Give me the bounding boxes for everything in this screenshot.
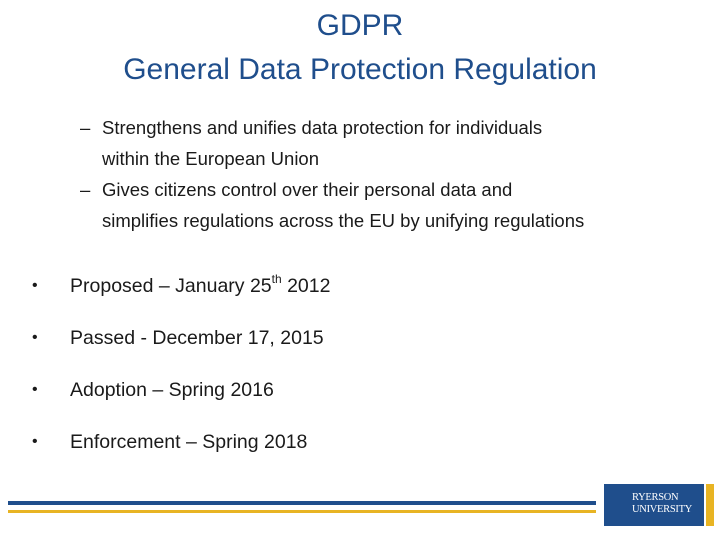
bullet-text: Proposed – January 25 [70,275,272,297]
bullet-text: Passed - December 17, 2015 [70,327,324,349]
bullet-suffix: 2012 [281,275,331,297]
ryerson-university-logo: RYERSON UNIVERSITY [604,484,704,526]
logo-gold-stripe [706,484,714,526]
sub-bullet-item: – Strengthens and unifies data protectio… [80,112,700,174]
sub-bullet-line-1: Strengthens and unifies data protection … [102,117,543,138]
bullet-adoption: • Adoption – Spring 2016 [32,372,672,424]
main-bullet-list: • Proposed – January 25th 2012 • Passed … [32,268,672,476]
bullet-passed: • Passed - December 17, 2015 [32,320,672,372]
dash-marker: – [80,179,91,200]
footer-divider-blue [8,501,596,505]
title-line-2: General Data Protection Regulation [123,53,597,86]
bullet-marker: • [32,433,38,450]
bullet-text: Enforcement – Spring 2018 [70,431,308,453]
sub-bullet-item: – Gives citizens control over their pers… [80,174,700,236]
bullet-text: Adoption – Spring 2016 [70,379,274,401]
title-line-1: GDPR [316,9,404,42]
logo-line-1: RYERSON [632,492,679,503]
bullet-marker: • [32,381,38,398]
sub-bullet-list: – Strengthens and unifies data protectio… [80,112,700,236]
bullet-enforcement: • Enforcement – Spring 2018 [32,424,672,476]
sub-bullet-line-1: Gives citizens control over their person… [102,179,513,200]
dash-marker: – [80,117,91,138]
bullet-marker: • [32,329,38,346]
bullet-proposed: • Proposed – January 25th 2012 [32,268,672,320]
sub-bullet-line-2: within the European Union [102,148,320,169]
slide-title: GDPR General Data Protection Regulation [0,4,720,92]
sub-bullet-line-2: simplifies regulations across the EU by … [102,210,585,231]
bullet-marker: • [32,277,38,294]
bullet-superscript: th [271,272,282,286]
logo-line-2: UNIVERSITY [632,504,692,515]
footer-divider-gold [8,510,596,513]
